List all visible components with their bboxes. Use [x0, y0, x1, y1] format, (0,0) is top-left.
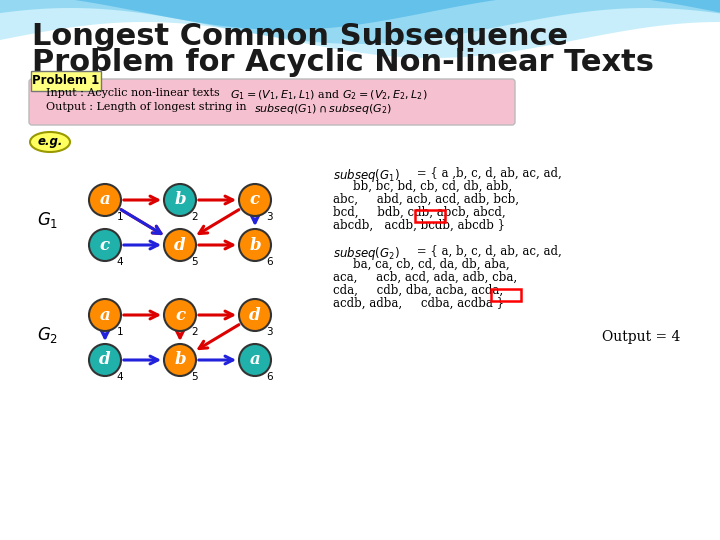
Text: aca,     acb, acd, ada, adb, cba,: aca, acb, acd, ada, adb, cba,: [333, 271, 517, 284]
Text: 3: 3: [266, 212, 273, 221]
Polygon shape: [0, 0, 720, 30]
Bar: [491, 289, 521, 301]
Text: bb, bc, bd, cb, cd, db, abb,: bb, bc, bd, cb, cd, db, abb,: [353, 180, 512, 193]
Text: Input : Acyclic non-linear texts: Input : Acyclic non-linear texts: [46, 88, 223, 98]
Text: Output : Length of longest string in: Output : Length of longest string in: [46, 102, 250, 112]
Text: d: d: [174, 237, 186, 253]
Text: 1: 1: [117, 327, 123, 336]
Text: Problem 1: Problem 1: [32, 75, 99, 87]
Text: bcd,     bdb, cdb, abcb, abcd,: bcd, bdb, cdb, abcb, abcd,: [333, 206, 505, 219]
Text: Problem for Acyclic Non-linear Texts: Problem for Acyclic Non-linear Texts: [32, 48, 654, 77]
Text: acdb, adba,     cdba, acdba }: acdb, adba, cdba, acdba }: [333, 297, 504, 310]
Text: c: c: [250, 192, 260, 208]
Text: abc,     abd, acb, acd, adb, bcb,: abc, abd, acb, acd, adb, bcb,: [333, 193, 519, 206]
Text: $G_1$: $G_1$: [37, 210, 58, 230]
Text: 2: 2: [192, 212, 198, 221]
Circle shape: [164, 184, 196, 216]
Circle shape: [239, 344, 271, 376]
Circle shape: [164, 299, 196, 331]
Text: 5: 5: [192, 256, 198, 267]
Text: b: b: [174, 352, 186, 368]
Circle shape: [164, 344, 196, 376]
Text: = { a ,b, c, d, ab, ac, ad,: = { a ,b, c, d, ab, ac, ad,: [413, 167, 562, 180]
Text: $subseq(G_1)\cap subseq(G_2)$: $subseq(G_1)\cap subseq(G_2)$: [254, 102, 392, 116]
Text: 4: 4: [117, 256, 123, 267]
Polygon shape: [0, 0, 720, 44]
Text: Output = 4: Output = 4: [602, 330, 680, 344]
Text: 5: 5: [192, 372, 198, 382]
Text: d: d: [249, 307, 261, 323]
Text: $subseq(G_1)$: $subseq(G_1)$: [333, 167, 400, 184]
Circle shape: [239, 229, 271, 261]
Text: 3: 3: [266, 327, 273, 336]
Text: e.g.: e.g.: [37, 136, 63, 148]
Text: 1: 1: [117, 212, 123, 221]
Circle shape: [89, 184, 121, 216]
Text: b: b: [249, 237, 261, 253]
Text: a: a: [250, 352, 261, 368]
Text: 2: 2: [192, 327, 198, 336]
Text: 6: 6: [266, 372, 273, 382]
Text: = { a, b, c, d, ab, ac, ad,: = { a, b, c, d, ab, ac, ad,: [413, 245, 562, 258]
Circle shape: [89, 344, 121, 376]
Text: Longest Common Subsequence: Longest Common Subsequence: [32, 22, 568, 51]
Text: cda,     cdb, dba, acba, acda,: cda, cdb, dba, acba, acda,: [333, 284, 503, 297]
Text: $G_2$: $G_2$: [37, 325, 58, 345]
Circle shape: [239, 184, 271, 216]
Text: $subseq(G_2)$: $subseq(G_2)$: [333, 245, 400, 262]
Bar: [415, 210, 445, 222]
Circle shape: [239, 299, 271, 331]
Text: 6: 6: [266, 256, 273, 267]
Text: a: a: [99, 192, 110, 208]
Text: b: b: [174, 192, 186, 208]
Circle shape: [164, 229, 196, 261]
Text: $G_1=(V_1, E_1, L_1)$ and $G_2=(V_2, E_2, L_2)$: $G_1=(V_1, E_1, L_1)$ and $G_2=(V_2, E_2…: [230, 88, 428, 102]
Circle shape: [89, 229, 121, 261]
Polygon shape: [0, 0, 720, 58]
Text: d: d: [99, 352, 111, 368]
Text: abcdb,   acdb, bcdb, abcdb }: abcdb, acdb, bcdb, abcdb }: [333, 219, 505, 232]
Text: ba, ca, cb, cd, da, db, aba,: ba, ca, cb, cd, da, db, aba,: [353, 258, 510, 271]
FancyBboxPatch shape: [29, 79, 515, 125]
Circle shape: [89, 299, 121, 331]
Text: a: a: [99, 307, 110, 323]
Text: 4: 4: [117, 372, 123, 382]
Ellipse shape: [30, 132, 70, 152]
Text: c: c: [100, 237, 110, 253]
FancyBboxPatch shape: [31, 71, 101, 91]
Text: c: c: [175, 307, 185, 323]
